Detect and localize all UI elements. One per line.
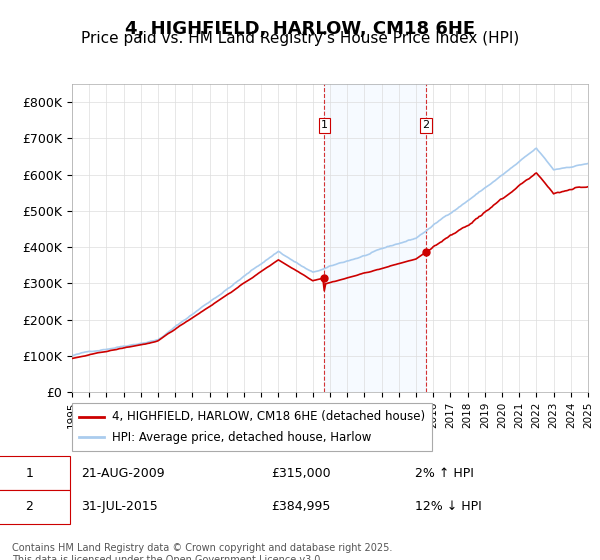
Bar	[324, 84, 426, 392]
Text: 4, HIGHFIELD, HARLOW, CM18 6HE: 4, HIGHFIELD, HARLOW, CM18 6HE	[125, 20, 475, 38]
Text: Price paid vs. HM Land Registry's House Price Index (HPI): Price paid vs. HM Land Registry's House …	[81, 31, 519, 46]
FancyBboxPatch shape	[0, 490, 70, 524]
Text: 2: 2	[25, 500, 33, 514]
Text: 4, HIGHFIELD, HARLOW, CM18 6HE (detached house): 4, HIGHFIELD, HARLOW, CM18 6HE (detached…	[112, 410, 425, 423]
FancyBboxPatch shape	[72, 403, 432, 451]
Text: 31-JUL-2015: 31-JUL-2015	[81, 500, 158, 514]
Text: 2: 2	[422, 120, 430, 130]
Text: 12% ↓ HPI: 12% ↓ HPI	[415, 500, 482, 514]
FancyBboxPatch shape	[0, 456, 70, 490]
Text: 2% ↑ HPI: 2% ↑ HPI	[415, 466, 474, 480]
Text: 1: 1	[321, 120, 328, 130]
Text: £384,995: £384,995	[271, 500, 331, 514]
Text: Contains HM Land Registry data © Crown copyright and database right 2025.
This d: Contains HM Land Registry data © Crown c…	[12, 543, 392, 560]
Text: 1: 1	[25, 466, 33, 480]
Text: HPI: Average price, detached house, Harlow: HPI: Average price, detached house, Harl…	[112, 431, 371, 444]
Text: 21-AUG-2009: 21-AUG-2009	[81, 466, 165, 480]
Text: £315,000: £315,000	[271, 466, 331, 480]
